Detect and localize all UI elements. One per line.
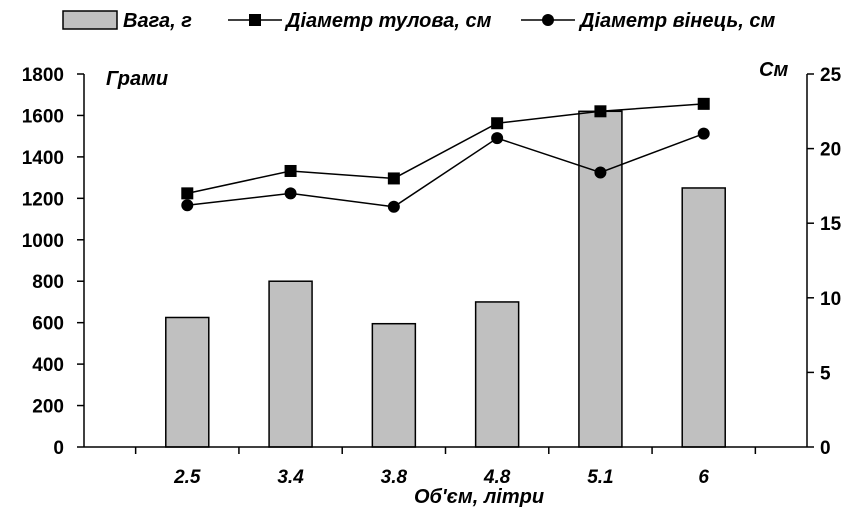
legend-swatch-weight	[62, 10, 118, 30]
legend-circle-marker	[542, 14, 554, 26]
y2-tick-label: 0	[820, 438, 831, 459]
circle-marker	[697, 127, 710, 140]
circle-marker	[491, 132, 504, 145]
y-axis-title: Грами	[106, 68, 168, 90]
bar	[681, 187, 726, 448]
y-tick-label: 800	[32, 272, 64, 293]
bar	[371, 322, 417, 448]
y2-axis-ticks: 0 5 10 15 20 25	[807, 65, 842, 459]
square-marker	[491, 117, 504, 130]
y-tick-label: 600	[32, 314, 64, 335]
x-tick-label: 2.5	[173, 467, 201, 488]
y-tick-label: 0	[53, 438, 64, 459]
x-tick-label: 6	[698, 467, 709, 488]
square-marker	[284, 164, 297, 177]
x-tick-label: 3.8	[381, 467, 408, 488]
body-diameter-line	[187, 103, 704, 195]
circle-marker	[387, 200, 400, 213]
legend-square-marker	[249, 14, 261, 26]
y2-tick-label: 10	[820, 289, 841, 310]
x-axis-title: Об'єм, літри	[414, 486, 544, 508]
legend-label-body-diameter: Діаметр тулова, см	[284, 10, 492, 32]
y-axis-ticks: 0 200 400 600 800 1000 1200 1400 1600 1800	[22, 65, 84, 459]
y-tick-label: 1200	[22, 189, 64, 210]
y-tick-label: 200	[32, 397, 64, 418]
y2-axis-title: См	[759, 59, 788, 81]
bar	[268, 280, 313, 448]
legend-label-rim-diameter: Діаметр вінець, см	[578, 10, 775, 32]
bar	[165, 316, 210, 448]
y2-tick-label: 5	[820, 363, 831, 384]
line-series	[181, 97, 710, 213]
square-marker	[594, 105, 607, 118]
y2-tick-label: 15	[820, 214, 842, 235]
y-tick-label: 1400	[22, 148, 64, 169]
x-tick-label: 4.8	[483, 467, 511, 488]
circle-marker	[284, 187, 297, 200]
circle-marker	[594, 166, 607, 179]
y-tick-label: 400	[32, 355, 64, 376]
x-tick-label: 3.4	[277, 467, 304, 488]
x-tick-label: 5.1	[587, 467, 613, 488]
y2-tick-label: 20	[820, 140, 841, 161]
circle-marker	[181, 199, 194, 212]
square-marker	[181, 187, 194, 200]
square-marker	[387, 172, 400, 185]
bar	[578, 110, 623, 448]
bar-series	[165, 110, 726, 448]
legend: Вага, г Діаметр тулова, см Діаметр вінец…	[62, 10, 775, 32]
y2-tick-label: 25	[820, 65, 842, 86]
square-marker	[697, 97, 710, 110]
bar	[474, 301, 520, 448]
y-tick-label: 1000	[22, 231, 64, 252]
x-axis-ticks: 2.5 3.4 3.8 4.8 5.1 6	[134, 447, 757, 488]
rim-diameter-line	[187, 132, 704, 208]
legend-label-weight: Вага, г	[123, 10, 192, 32]
y-tick-label: 1600	[22, 106, 64, 127]
y-tick-label: 1800	[22, 65, 64, 86]
